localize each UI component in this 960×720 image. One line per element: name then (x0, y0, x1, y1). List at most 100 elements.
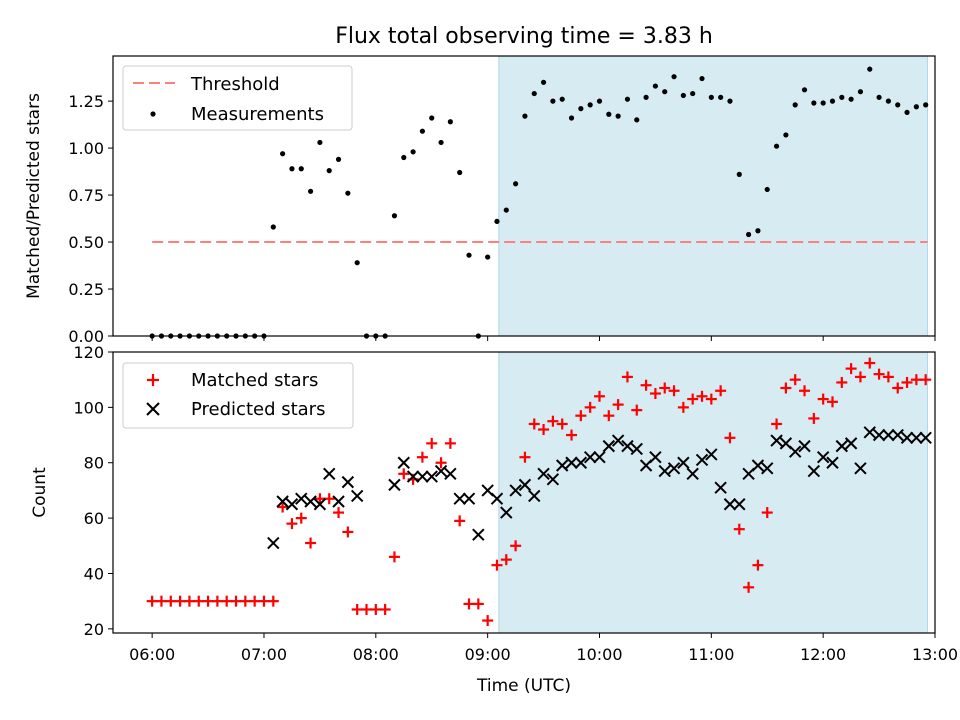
x-tick-label: 08:00 (353, 645, 399, 664)
x-tick-label: 13:00 (912, 645, 958, 664)
predicted-point (919, 431, 932, 445)
matched-point (426, 437, 438, 449)
matched-point (752, 559, 764, 571)
matched-point (528, 418, 540, 430)
measurement-point (494, 218, 500, 224)
matched-point (826, 396, 838, 408)
matched-point (370, 603, 382, 615)
count-axes-frame (112, 351, 936, 634)
measurement-point (447, 119, 453, 125)
matched-point (733, 523, 745, 535)
x-axis-label: Time (UTC) (476, 676, 571, 696)
matched-point (491, 559, 503, 571)
matched-point (314, 493, 326, 505)
predicted-star-points (267, 426, 932, 550)
measurement-point (764, 186, 770, 193)
measurement-point (718, 94, 724, 100)
predicted-point (835, 439, 849, 453)
matched-point (817, 393, 829, 405)
measurement-point (736, 171, 742, 177)
measurement-point (829, 98, 836, 104)
matched-point (454, 515, 466, 527)
predicted-point (788, 445, 802, 458)
measurement-point (410, 149, 416, 155)
predicted-point (453, 492, 466, 505)
predicted-point (705, 448, 718, 461)
measurements-legend-swatch (150, 111, 156, 117)
predicted-point (910, 431, 923, 445)
matched-point (603, 410, 615, 422)
predicted-point (900, 431, 914, 445)
measurement-point (531, 90, 537, 97)
measurement-point (699, 75, 705, 82)
matched-point (640, 379, 652, 391)
y-tick-label: 0.25 (68, 280, 104, 299)
matched-point (333, 507, 345, 519)
matched-point (677, 401, 689, 413)
measurement-point (783, 132, 789, 138)
matched-point (882, 371, 894, 383)
predicted-point (313, 498, 327, 511)
measurement-point (839, 94, 845, 100)
matched-point (761, 507, 773, 519)
measurement-point (606, 111, 612, 117)
ratio-axes-frame (112, 55, 936, 337)
measurement-point (578, 106, 584, 112)
y-tick-label: 0.00 (68, 327, 104, 346)
matched-point (743, 581, 755, 593)
matched-point (221, 595, 233, 607)
predicted-point (462, 492, 476, 505)
measurement-point (513, 181, 519, 187)
matched-point (482, 615, 494, 627)
predicted-point (472, 528, 485, 541)
count-legend: Matched stars Predicted stars (122, 362, 354, 429)
matched-point (659, 382, 671, 394)
predicted-point (546, 473, 560, 486)
matched-point (295, 512, 307, 524)
measurement-point (867, 66, 873, 72)
predicted-point (761, 462, 774, 475)
measurement-point (335, 156, 342, 162)
matched-point (342, 526, 354, 538)
matched-point (696, 390, 708, 402)
matched-point (687, 393, 699, 405)
matched-point (211, 595, 223, 607)
measurement-point (326, 168, 332, 174)
predicted-point (341, 475, 355, 489)
predicted-point (714, 481, 727, 494)
predicted-point (388, 478, 401, 492)
predicted-point (593, 450, 606, 464)
measurement-point (615, 113, 621, 119)
matched-point (323, 493, 335, 505)
matched-point (165, 595, 177, 607)
predicted-point (350, 489, 364, 503)
predicted-point (295, 492, 308, 505)
measurement-point (904, 109, 910, 115)
measurement-point (419, 128, 426, 134)
measurement-point (727, 98, 733, 104)
predicted-point (304, 495, 317, 508)
matched-point (631, 404, 643, 416)
measurement-point (391, 213, 398, 219)
predicted-point (332, 495, 345, 508)
x-tick-label: 10:00 (576, 645, 622, 664)
measurement-point (652, 83, 659, 89)
matched-point (510, 540, 522, 552)
matched-point (780, 382, 792, 394)
count-y-axis: 20 40 60 80 100 120 (73, 343, 113, 639)
measurement-point (317, 139, 323, 146)
measurement-point (662, 89, 668, 95)
predicted-point (444, 467, 457, 481)
y-tick-label: 0.75 (68, 186, 104, 205)
matched-point (901, 376, 913, 388)
ratio-legend: Threshold Measurements (122, 65, 353, 131)
matched-point (575, 410, 587, 422)
count-y-axis-label: Count (30, 467, 50, 518)
measurement-point (885, 98, 892, 104)
predicted-legend-swatch (146, 402, 160, 416)
predicted-point (323, 467, 336, 481)
matched-point (519, 451, 531, 463)
predicted-point (565, 456, 578, 469)
ratio-x-ticks (151, 336, 936, 341)
predicted-point (658, 464, 671, 478)
